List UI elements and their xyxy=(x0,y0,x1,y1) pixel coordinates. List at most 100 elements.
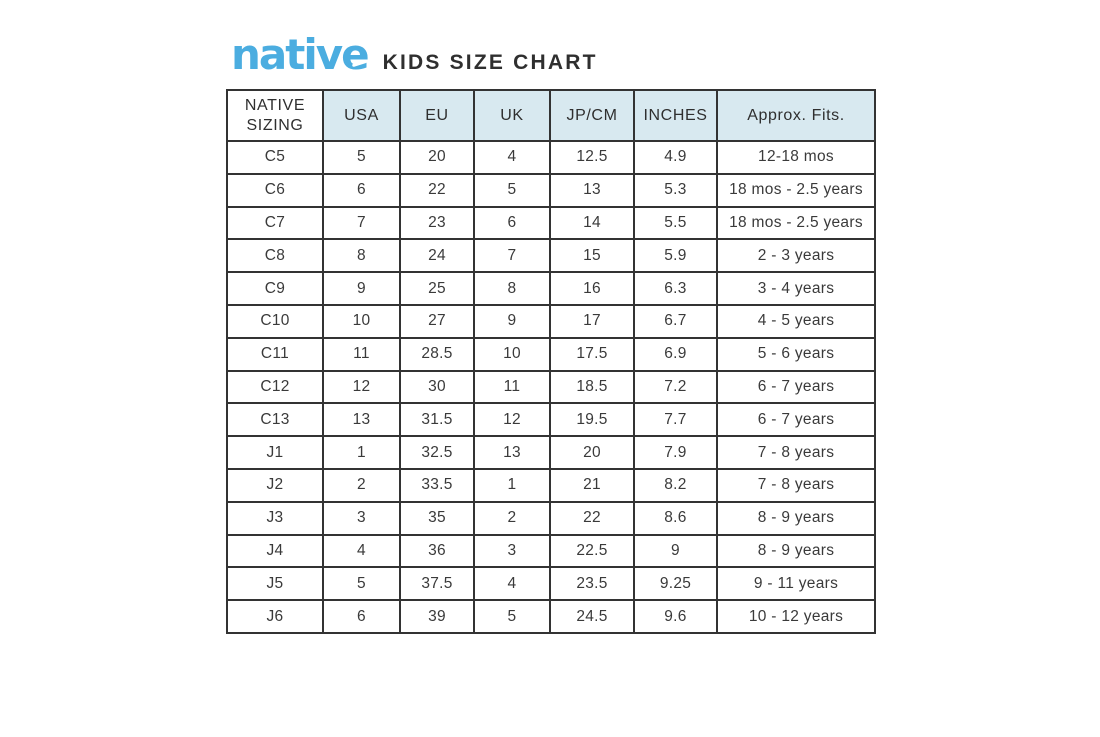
header: native KIDS SIZE CHART xyxy=(231,34,598,76)
table-body: C5 5 20 4 12.5 4.9 12-18 mos C6 6 22 5 13 5.3 18 mos … xyxy=(226,140,876,634)
cell-uk: 12 xyxy=(473,402,551,438)
cell-inches: 8.6 xyxy=(633,500,718,536)
cell-uk: 5 xyxy=(473,599,551,634)
cell-jp-cm: 13 xyxy=(549,172,635,208)
cell-inches: 9 xyxy=(633,533,718,569)
table-row: C11 11 28.5 10 17.5 6.9 5 - 6 years xyxy=(226,336,876,372)
cell-jp-cm: 23.5 xyxy=(549,566,635,602)
cell-eu: 32.5 xyxy=(399,435,475,470)
cell-eu: 24 xyxy=(399,238,475,274)
cell-usa: 6 xyxy=(322,599,401,634)
cell-jp-cm: 19.5 xyxy=(549,402,635,438)
cell-approx-fits: 8 - 9 years xyxy=(716,533,876,569)
table-row: J3 3 35 2 22 8.6 8 - 9 years xyxy=(226,500,876,536)
cell-uk: 10 xyxy=(473,336,551,372)
cell-uk: 1 xyxy=(473,467,551,503)
cell-eu: 25 xyxy=(399,271,475,306)
table-row: J2 2 33.5 1 21 8.2 7 - 8 years xyxy=(226,467,876,503)
cell-jp-cm: 17 xyxy=(549,303,635,339)
cell-native-sizing: C9 xyxy=(226,271,324,306)
cell-approx-fits: 6 - 7 years xyxy=(716,402,876,438)
table-row: C9 9 25 8 16 6.3 3 - 4 years xyxy=(226,271,876,306)
cell-inches: 6.9 xyxy=(633,336,718,372)
cell-approx-fits: 12-18 mos xyxy=(716,140,876,175)
cell-uk: 13 xyxy=(473,435,551,470)
cell-inches: 7.9 xyxy=(633,435,718,470)
cell-native-sizing: J1 xyxy=(226,435,324,470)
cell-eu: 30 xyxy=(399,369,475,405)
cell-usa: 2 xyxy=(322,467,401,503)
cell-usa: 13 xyxy=(322,402,401,438)
cell-jp-cm: 18.5 xyxy=(549,369,635,405)
cell-inches: 8.2 xyxy=(633,467,718,503)
cell-jp-cm: 22.5 xyxy=(549,533,635,569)
cell-native-sizing: C10 xyxy=(226,303,324,339)
cell-approx-fits: 2 - 3 years xyxy=(716,238,876,274)
page-title: KIDS SIZE CHART xyxy=(382,51,598,74)
table-row: C7 7 23 6 14 5.5 18 mos - 2.5 years xyxy=(226,205,876,241)
cell-inches: 7.7 xyxy=(633,402,718,438)
cell-inches: 7.2 xyxy=(633,369,718,405)
cell-native-sizing: C5 xyxy=(226,140,324,175)
cell-usa: 5 xyxy=(322,566,401,602)
table-row: J4 4 36 3 22.5 9 8 - 9 years xyxy=(226,533,876,569)
cell-native-sizing: J4 xyxy=(226,533,324,569)
cell-native-sizing: J6 xyxy=(226,599,324,634)
cell-native-sizing: C8 xyxy=(226,238,324,274)
cell-native-sizing: C6 xyxy=(226,172,324,208)
cell-native-sizing: J2 xyxy=(226,467,324,503)
column-header-eu: EU xyxy=(399,89,475,142)
cell-eu: 28.5 xyxy=(399,336,475,372)
cell-usa: 7 xyxy=(322,205,401,241)
cell-uk: 9 xyxy=(473,303,551,339)
cell-uk: 7 xyxy=(473,238,551,274)
cell-native-sizing: C11 xyxy=(226,336,324,372)
cell-approx-fits: 5 - 6 years xyxy=(716,336,876,372)
cell-inches: 9.6 xyxy=(633,599,718,634)
cell-eu: 31.5 xyxy=(399,402,475,438)
cell-approx-fits: 6 - 7 years xyxy=(716,369,876,405)
cell-jp-cm: 14 xyxy=(549,205,635,241)
column-header-jp-cm: JP/CM xyxy=(549,89,635,142)
cell-usa: 6 xyxy=(322,172,401,208)
cell-usa: 10 xyxy=(322,303,401,339)
cell-inches: 5.5 xyxy=(633,205,718,241)
size-chart-table: NATIVE SIZING USA EU UK JP/CM INCHES Approx. F… xyxy=(226,89,876,634)
cell-approx-fits: 8 - 9 years xyxy=(716,500,876,536)
cell-eu: 37.5 xyxy=(399,566,475,602)
cell-usa: 1 xyxy=(322,435,401,470)
column-header-inches: INCHES xyxy=(633,89,718,142)
native-logo: native xyxy=(231,34,370,76)
cell-eu: 39 xyxy=(399,599,475,634)
cell-uk: 4 xyxy=(473,566,551,602)
table-header: NATIVE SIZING USA EU UK JP/CM INCHES Approx. F… xyxy=(226,89,876,142)
table-row: J6 6 39 5 24.5 9.6 10 - 12 years xyxy=(226,599,876,634)
cell-native-sizing: J3 xyxy=(226,500,324,536)
cell-uk: 6 xyxy=(473,205,551,241)
column-header-native-sizing: NATIVE SIZING xyxy=(226,89,324,142)
cell-jp-cm: 22 xyxy=(549,500,635,536)
cell-approx-fits: 9 - 11 years xyxy=(716,566,876,602)
cell-native-sizing: J5 xyxy=(226,566,324,602)
table-row: C6 6 22 5 13 5.3 18 mos - 2.5 years xyxy=(226,172,876,208)
table-row: C13 13 31.5 12 19.5 7.7 6 - 7 years xyxy=(226,402,876,438)
table-row: C8 8 24 7 15 5.9 2 - 3 years xyxy=(226,238,876,274)
cell-eu: 33.5 xyxy=(399,467,475,503)
cell-eu: 35 xyxy=(399,500,475,536)
cell-inches: 5.9 xyxy=(633,238,718,274)
cell-uk: 8 xyxy=(473,271,551,306)
table-row: C5 5 20 4 12.5 4.9 12-18 mos xyxy=(226,140,876,175)
cell-uk: 11 xyxy=(473,369,551,405)
cell-eu: 20 xyxy=(399,140,475,175)
cell-uk: 3 xyxy=(473,533,551,569)
cell-inches: 6.3 xyxy=(633,271,718,306)
cell-uk: 4 xyxy=(473,140,551,175)
cell-approx-fits: 18 mos - 2.5 years xyxy=(716,172,876,208)
cell-eu: 36 xyxy=(399,533,475,569)
cell-approx-fits: 4 - 5 years xyxy=(716,303,876,339)
cell-uk: 2 xyxy=(473,500,551,536)
cell-usa: 5 xyxy=(322,140,401,175)
cell-approx-fits: 7 - 8 years xyxy=(716,467,876,503)
table-row: C10 10 27 9 17 6.7 4 - 5 years xyxy=(226,303,876,339)
cell-jp-cm: 20 xyxy=(549,435,635,470)
